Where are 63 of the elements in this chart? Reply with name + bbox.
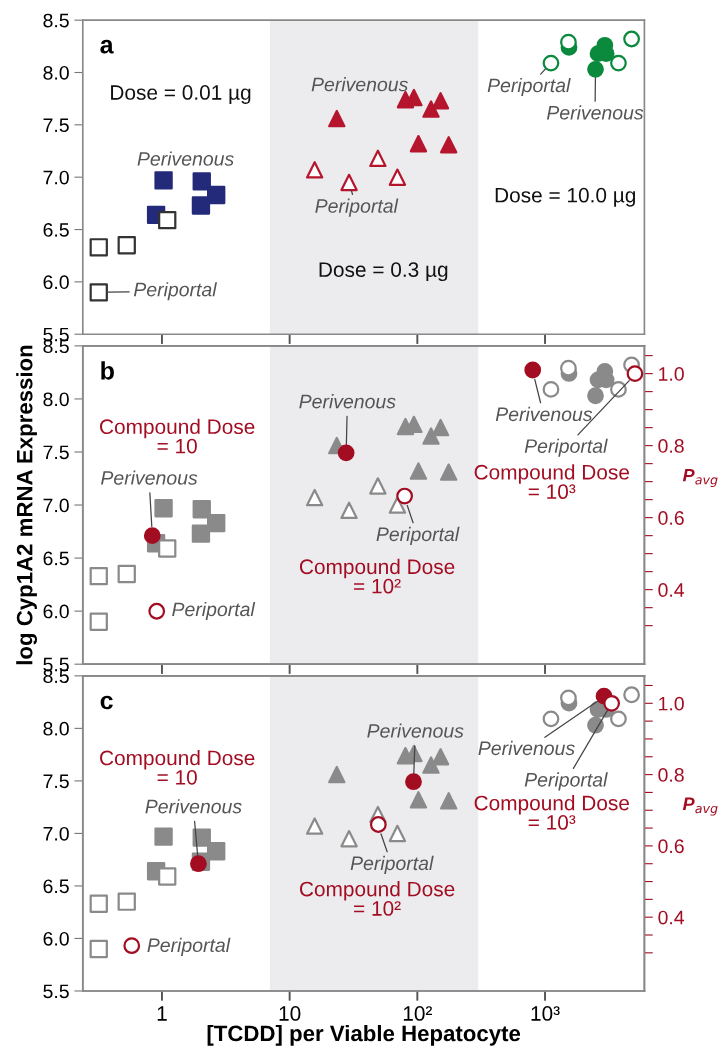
y2-tick-label: 0.8 xyxy=(658,768,684,782)
annotation: Perivenous xyxy=(495,406,593,422)
annotation: Periportal xyxy=(147,937,231,956)
x-tick-label: 1 xyxy=(157,1006,167,1021)
x-tick-label: 10 xyxy=(279,1006,301,1021)
annotation: Perivenous xyxy=(311,77,408,92)
y2-axis-title: P$_{avg}$ xyxy=(682,468,718,487)
annotation: Perivenous xyxy=(478,740,575,756)
y2-tick-label: 0.6 xyxy=(658,511,684,525)
text: c xyxy=(100,695,113,710)
annotation: Periportal xyxy=(487,77,571,97)
y-tick-label: 7.0 xyxy=(43,170,69,185)
y2-tick-label: 0.4 xyxy=(658,910,685,925)
annotation: Compound Dose = 10² xyxy=(299,881,455,916)
annotation: Dose = 0.01 µg xyxy=(111,85,251,104)
y-tick-label: 6.0 xyxy=(43,931,69,946)
y-tick-label: 7.5 xyxy=(43,774,69,789)
y-tick-label: 6.5 xyxy=(43,223,69,237)
annotation: Perivenous xyxy=(367,723,464,738)
text: a xyxy=(100,39,114,54)
annotation: Periportal xyxy=(133,282,217,301)
y2-tick-label: 0.6 xyxy=(658,839,684,854)
annotation: Perivenous xyxy=(546,105,644,120)
y-tick-label: 8.5 xyxy=(43,13,69,28)
y-tick-label: 7.5 xyxy=(43,445,69,460)
y2-tick-label: 0.4 xyxy=(658,583,685,597)
annotation: Compound Dose = 10² xyxy=(299,558,455,594)
x-tick-label: 10² xyxy=(403,1006,432,1021)
y2-axis-title: P$_{avg}$ xyxy=(682,797,718,816)
y2-tick-label: 1.0 xyxy=(659,696,684,711)
annotation: Perivenous xyxy=(145,799,242,814)
x-tick-label: 10³ xyxy=(531,1006,560,1021)
annotation: Periportal xyxy=(524,438,608,457)
annotation: Perivenous xyxy=(101,470,198,485)
annotation: Dose = 10.0 µg xyxy=(495,187,636,207)
annotation: Perivenous xyxy=(299,394,396,409)
y-tick-label: 7.0 xyxy=(43,498,69,513)
annotation: Dose = 0.3 µg xyxy=(319,262,448,282)
y-axis-title: log Cyp1A2 mRNA Expression xyxy=(16,345,38,665)
annotation: Periportal xyxy=(376,526,460,545)
y-tick-label: 6.5 xyxy=(43,879,69,894)
chart-title: b xyxy=(101,361,114,380)
annotation: Compound Dose = 10³ xyxy=(474,795,629,830)
y-tick-label: 6.0 xyxy=(43,604,69,619)
annotation: Perivenous xyxy=(137,151,234,166)
y-tick-label: 8.0 xyxy=(43,392,69,407)
y-tick-label: 8.0 xyxy=(43,65,69,80)
y-tick-label: 8.0 xyxy=(43,721,69,736)
y-tick-label: 7.0 xyxy=(43,826,69,841)
y-tick-label: 6.5 xyxy=(43,551,69,566)
annotation: Compound Dose = 10³ xyxy=(474,464,629,500)
annotation: Periportal xyxy=(524,772,608,791)
annotation: Periportal xyxy=(315,198,399,217)
annotation: Periportal xyxy=(350,855,434,874)
y2-tick-label: 1.0 xyxy=(659,367,684,381)
y-tick-label: 6.0 xyxy=(43,275,69,290)
y-tick-label: 7.5 xyxy=(43,118,69,133)
y-tick-label: 5.5 xyxy=(43,984,69,999)
annotation: Periportal xyxy=(172,601,256,621)
x-axis-title: [TCDD] per Viable Hepatocyte xyxy=(207,1024,521,1046)
y2-tick-label: 0.8 xyxy=(658,439,684,453)
annotation: Compound Dose = 10 xyxy=(100,418,255,454)
annotation: Compound Dose = 10 xyxy=(100,750,255,785)
